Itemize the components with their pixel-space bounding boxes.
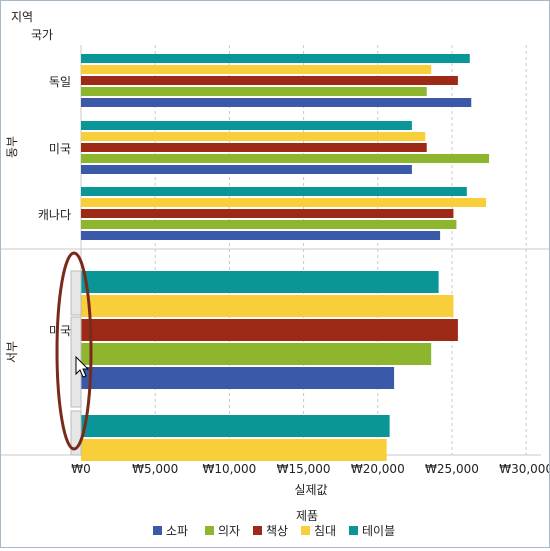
legend: 소파 의자 책상 침대 테이블 bbox=[153, 523, 395, 538]
x-tick-label: ₩15,000 bbox=[277, 462, 331, 476]
legend-item: 침대 bbox=[301, 524, 336, 538]
legend-label: 침대 bbox=[314, 524, 336, 538]
region-label: 서부 bbox=[5, 341, 19, 363]
x-tick-label: ₩25,000 bbox=[425, 462, 479, 476]
resize-handle[interactable] bbox=[70, 270, 82, 316]
legend-item: 테이블 bbox=[349, 524, 395, 538]
bar bbox=[81, 271, 439, 293]
bar bbox=[81, 295, 454, 317]
country-label: 독일 bbox=[49, 75, 71, 89]
bar bbox=[81, 165, 412, 174]
bar bbox=[81, 367, 395, 389]
x-tick-label: ₩30,000 bbox=[499, 462, 549, 476]
region-header: 지역 bbox=[11, 10, 33, 24]
legend-item: 소파 bbox=[153, 524, 188, 538]
bar bbox=[81, 154, 490, 163]
legend-swatch bbox=[301, 526, 310, 535]
legend-swatch bbox=[253, 526, 262, 535]
legend-item: 책상 bbox=[253, 523, 288, 538]
bar bbox=[81, 143, 427, 152]
bar bbox=[81, 415, 390, 437]
bar bbox=[81, 439, 387, 461]
bar bbox=[81, 76, 458, 85]
legend-label: 테이블 bbox=[362, 524, 395, 538]
country-label: 캐나다 bbox=[38, 208, 71, 222]
bar bbox=[81, 343, 432, 365]
annotation bbox=[55, 251, 93, 451]
legend-label: 의자 bbox=[218, 524, 240, 538]
country-label: 미국 bbox=[49, 142, 71, 156]
bar bbox=[81, 187, 467, 196]
legend-label: 책상 bbox=[266, 523, 288, 538]
legend-swatch bbox=[205, 526, 214, 535]
bar bbox=[81, 198, 487, 207]
bar bbox=[81, 209, 454, 218]
x-tick-label: ₩10,000 bbox=[202, 462, 256, 476]
bar bbox=[81, 220, 457, 229]
legend-item: 의자 bbox=[205, 524, 240, 538]
legend-title: 제품 bbox=[296, 509, 318, 523]
region-label: 동부 bbox=[5, 136, 19, 158]
country-label: 미국 bbox=[49, 324, 71, 338]
bar bbox=[81, 98, 472, 107]
legend-label: 소파 bbox=[166, 524, 188, 538]
x-tick-label: ₩0 bbox=[71, 462, 91, 476]
bar bbox=[81, 65, 432, 74]
x-tick-label: ₩5,000 bbox=[132, 462, 178, 476]
bar bbox=[81, 132, 426, 141]
country-header: 국가 bbox=[31, 28, 53, 42]
x-axis-label: 실제값 bbox=[294, 483, 327, 497]
x-tick-label: ₩20,000 bbox=[351, 462, 405, 476]
bar bbox=[81, 54, 470, 63]
mouse-cursor-icon bbox=[75, 355, 90, 378]
bar bbox=[81, 319, 458, 341]
highlight-ellipse bbox=[55, 251, 93, 451]
bar bbox=[81, 121, 412, 130]
legend-swatch bbox=[349, 526, 358, 535]
legend-swatch bbox=[153, 526, 162, 535]
bar bbox=[81, 231, 441, 240]
bar bbox=[81, 87, 427, 96]
resize-handle[interactable] bbox=[70, 410, 82, 456]
plot-area: ₩0 ₩5,000 ₩10,000 ₩15,000 ₩20,000 ₩25,000 ₩30,… bbox=[1, 45, 550, 476]
